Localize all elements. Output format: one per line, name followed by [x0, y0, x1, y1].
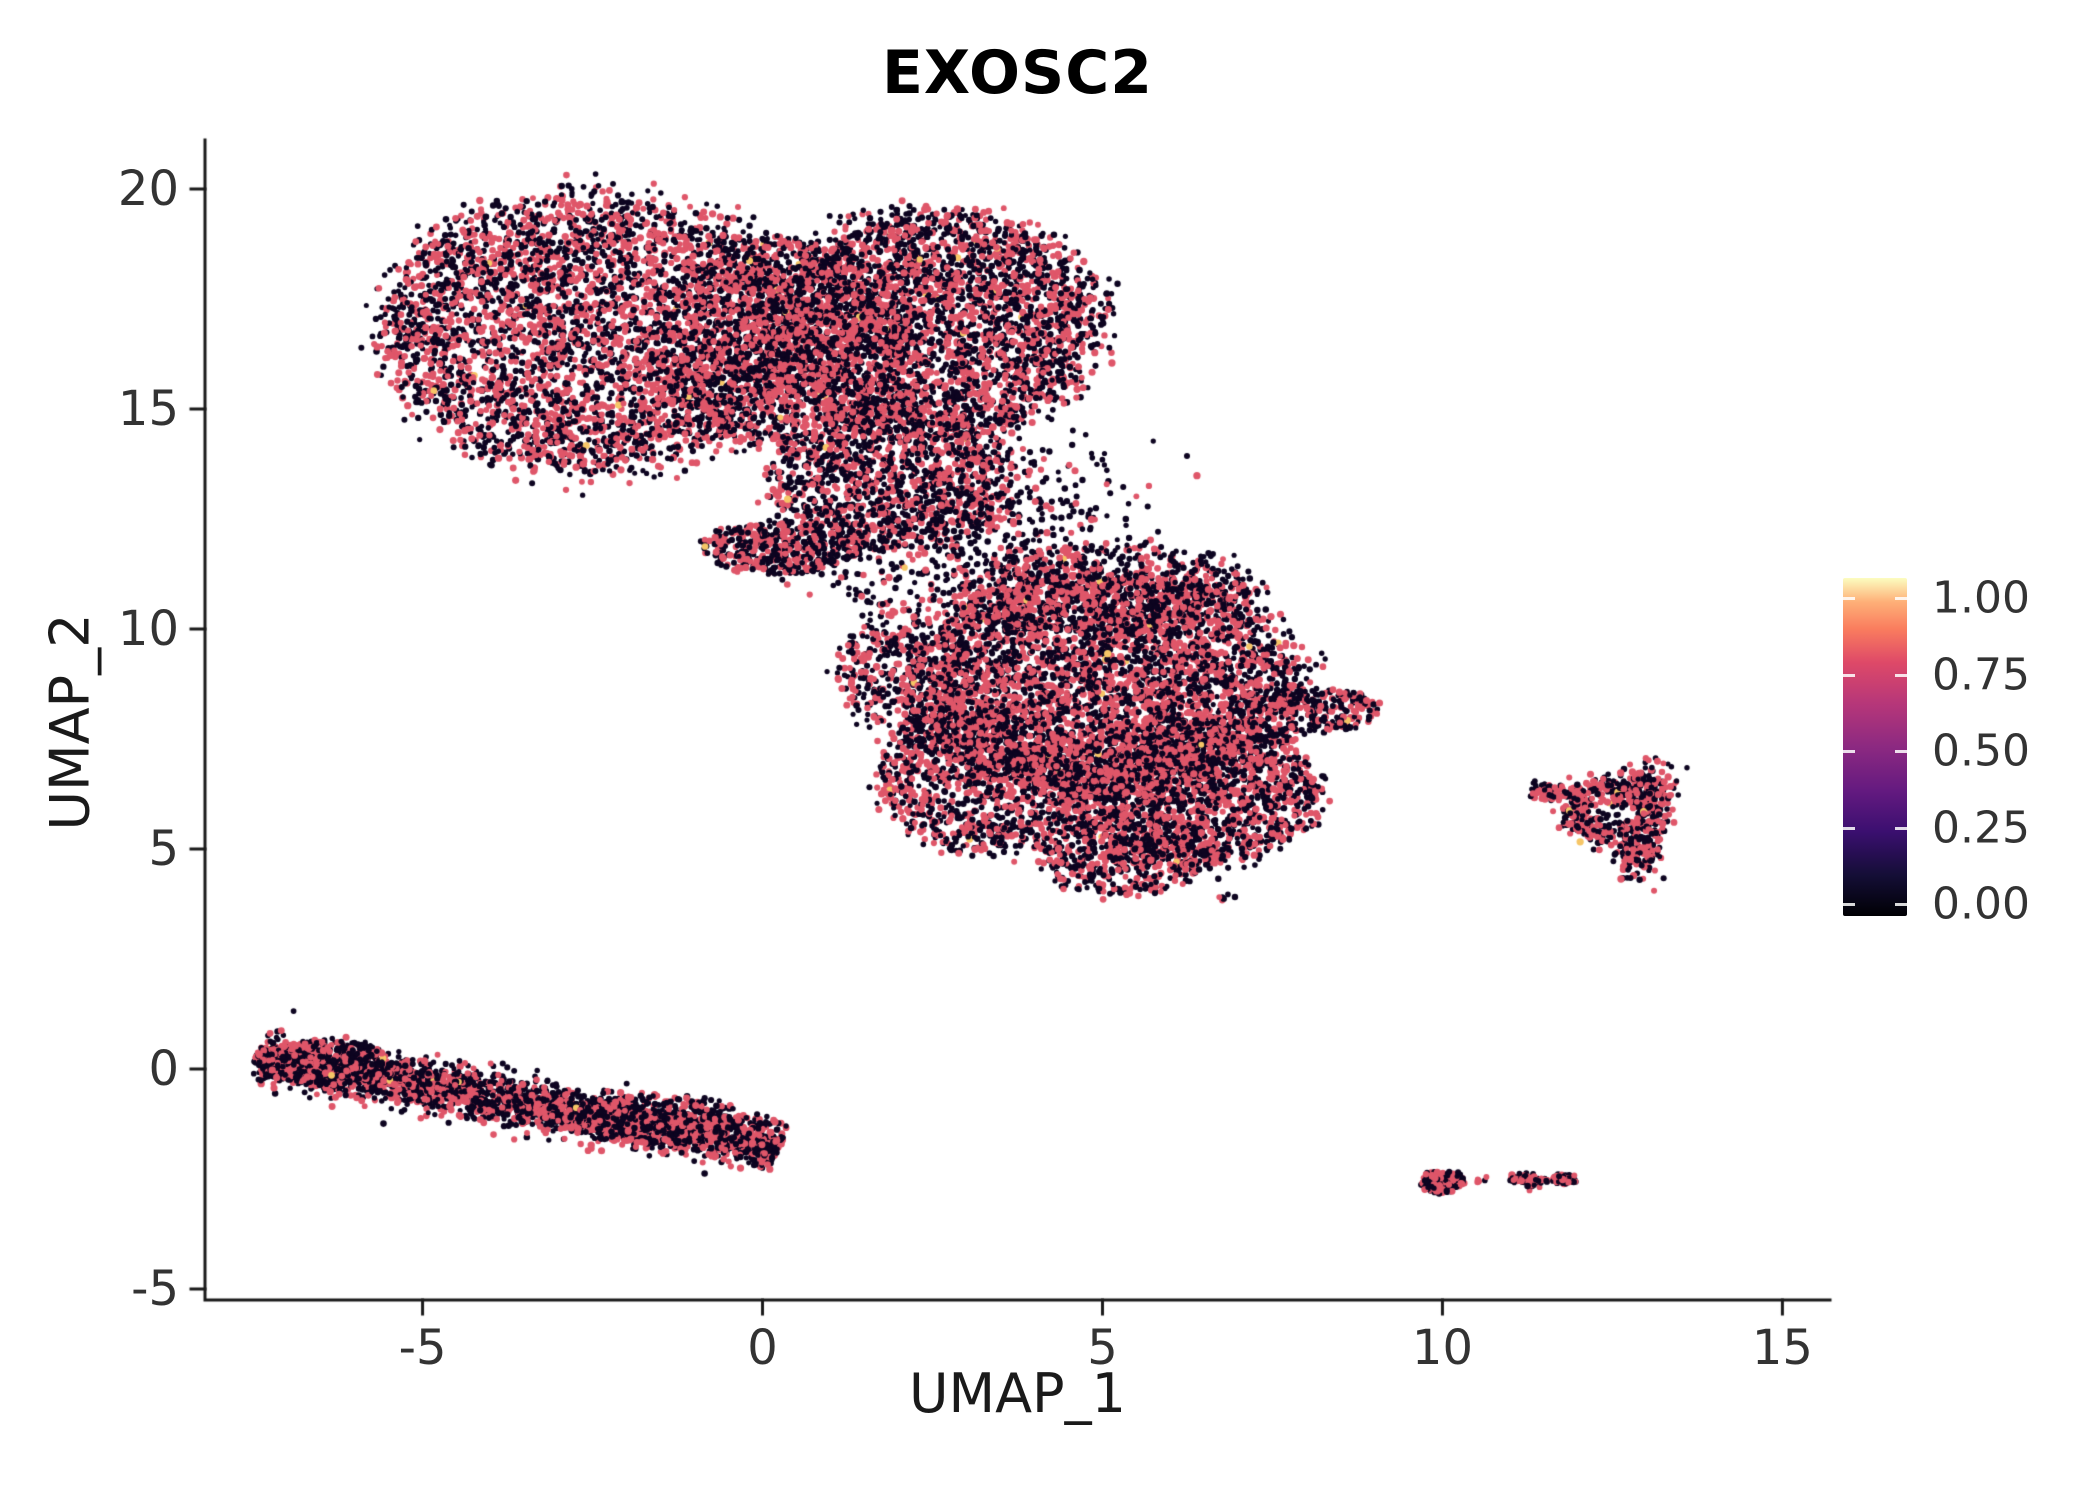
y-tick-label: 0 [148, 1041, 179, 1097]
y-axis-title: UMAP_2 [38, 613, 102, 831]
y-tick-label: 15 [117, 381, 179, 437]
colorbar-tick-label: 1.00 [1932, 572, 2030, 624]
x-tick-label: -5 [398, 1320, 447, 1376]
plot-title: EXOSC2 [881, 38, 1154, 108]
x-tick-label: 0 [747, 1320, 778, 1376]
y-tick-label: 10 [117, 601, 179, 657]
colorbar-tick-mark [1843, 903, 1855, 906]
colorbar-tick-mark [1843, 597, 1855, 600]
y-tick-label: 20 [117, 161, 179, 217]
colorbar-tick-label: 0.00 [1932, 878, 2030, 930]
colorbar-tick-label: 0.25 [1932, 802, 2030, 853]
colorbar-tick-mark [1843, 826, 1855, 830]
x-axis-title: UMAP_1 [909, 1362, 1126, 1425]
x-tick-label: 10 [1411, 1320, 1473, 1376]
y-tick-label: -5 [131, 1261, 179, 1317]
x-tick-label: 5 [1087, 1320, 1118, 1376]
colorbar-tick-label: 0.75 [1932, 649, 2030, 700]
y-tick-label: 5 [148, 821, 179, 877]
colorbar-tick-label: 0.50 [1932, 725, 2030, 777]
colorbar-tick-mark [1895, 826, 1907, 830]
colorbar-tick-mark [1895, 750, 1907, 753]
colorbar-tick-mark [1843, 750, 1855, 753]
colorbar-tick-mark [1843, 673, 1855, 677]
colorbar-tick-mark [1895, 597, 1907, 600]
colorbar-gradient [1843, 578, 1907, 916]
x-tick-label: 15 [1751, 1320, 1813, 1376]
colorbar-tick-mark [1895, 903, 1907, 906]
colorbar-tick-mark [1895, 673, 1907, 677]
